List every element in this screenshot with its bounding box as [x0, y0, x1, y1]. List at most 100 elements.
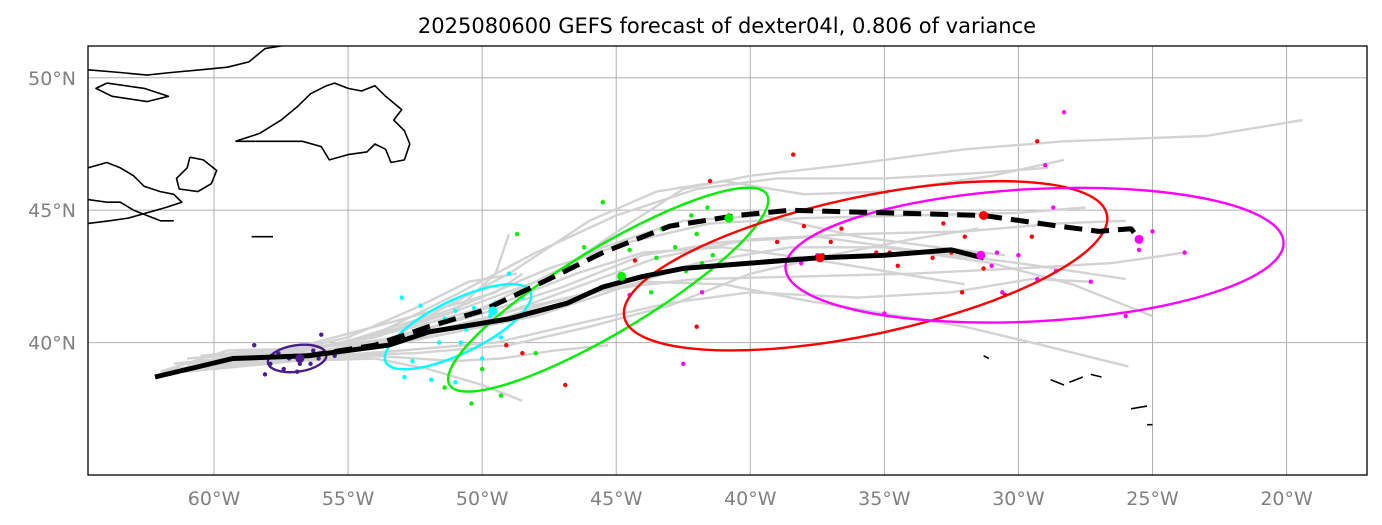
- coastline: [175, 156, 218, 193]
- stage5-center-marker: [1134, 234, 1144, 244]
- stage5-member-point: [1016, 253, 1021, 258]
- stage2-member-point: [402, 374, 407, 380]
- member-track: [213, 357, 523, 403]
- stage4-member-point: [801, 223, 807, 229]
- stage4-member-point: [930, 255, 935, 261]
- stage3-member-point: [514, 231, 520, 237]
- stage4-member-point: [707, 178, 713, 184]
- coastline: [235, 82, 411, 164]
- stage3-member-point: [479, 366, 485, 372]
- chart-title: 2025080600 GEFS forecast of dexter04l, 0…: [418, 14, 1036, 38]
- coastline: [983, 355, 990, 360]
- stage1-member-point: [308, 361, 313, 366]
- stage4-member-point: [828, 239, 833, 245]
- stage3-member-point: [498, 393, 504, 398]
- coastline: [88, 161, 183, 225]
- stage3-member-point: [627, 247, 632, 253]
- mean-track-solid: [154, 247, 985, 380]
- coastline: [88, 198, 174, 222]
- ensemble-member-positions: [252, 110, 1187, 406]
- stage4-member-point: [1029, 234, 1035, 239]
- stage3-center-marker: [617, 271, 627, 281]
- stage5-member-point: [1051, 205, 1056, 210]
- stage3-member-point: [654, 255, 659, 261]
- stage1-member-point: [311, 348, 316, 353]
- stage3-member-point: [710, 253, 715, 258]
- stage4-member-point: [563, 382, 568, 388]
- x-tick-label: 40°W: [724, 488, 777, 510]
- x-tick-label: 60°W: [188, 488, 241, 510]
- stage4-member-point: [959, 290, 965, 295]
- stage4-member-point: [981, 266, 986, 271]
- stage5-member-point: [1123, 313, 1128, 319]
- coastline: [95, 82, 170, 103]
- coastline: [1050, 378, 1065, 386]
- stage5-member-point: [1136, 247, 1142, 253]
- stage5-member-point: [1088, 279, 1094, 284]
- stage4-member-point: [839, 226, 844, 231]
- stage3-member-point: [533, 350, 538, 356]
- stage5-member-point: [1043, 162, 1048, 168]
- y-tick-label: 45°N: [28, 200, 76, 222]
- stage5-member-point: [699, 290, 705, 295]
- stage5-member-point: [989, 263, 994, 268]
- stage5-member-point: [681, 361, 686, 366]
- stage3-center-marker: [724, 213, 734, 223]
- stage5-member-point: [1061, 110, 1067, 115]
- x-tick-label: 55°W: [322, 488, 375, 510]
- x-tick-label: 30°W: [992, 488, 1045, 510]
- stage4-member-point: [1034, 139, 1040, 144]
- stage5-member-point: [1150, 229, 1155, 234]
- stage3-member-point: [689, 213, 694, 218]
- stage3-member-point: [648, 290, 654, 295]
- stage3-member-point: [469, 401, 474, 406]
- stage1-member-point: [319, 332, 324, 337]
- stage1-member-point: [262, 372, 268, 377]
- stage3-member-point: [581, 245, 587, 250]
- stage2-member-point: [429, 377, 434, 382]
- stage3-member-point: [673, 245, 678, 250]
- coastline: [1069, 376, 1084, 384]
- x-tick-label: 20°W: [1260, 488, 1313, 510]
- mean-track-dashed: [307, 207, 1142, 359]
- stage1-member-point: [252, 343, 257, 348]
- coastline: [1090, 373, 1102, 378]
- stage4-member-point: [790, 152, 796, 157]
- stage4-spread-ellipse: [622, 179, 1109, 352]
- stage4-member-point: [895, 263, 900, 268]
- x-tick-label: 35°W: [858, 488, 911, 510]
- stage4-member-point: [632, 258, 638, 263]
- stage1-member-point: [281, 366, 286, 372]
- stage4-member-point: [504, 343, 509, 348]
- stage5-center-marker: [976, 250, 986, 260]
- stage5-member-point: [1182, 250, 1187, 255]
- stage1-member-point: [316, 356, 321, 361]
- stage2-member-point: [410, 358, 415, 364]
- x-tick-label: 50°W: [456, 488, 509, 510]
- x-axis-ticks: 60°W 55°W 50°W 45°W 40°W 35°W 30°W 25°W 20°W: [188, 488, 1313, 510]
- stage2-member-point: [471, 305, 477, 311]
- stage2-member-point: [437, 340, 442, 345]
- stage2-member-point: [453, 380, 458, 385]
- y-tick-label: 40°N: [28, 333, 76, 355]
- stage4-member-point: [941, 221, 946, 226]
- gridlines: [88, 46, 1367, 475]
- stage4-center-marker: [815, 253, 825, 263]
- stage-markers: [295, 210, 1144, 363]
- stage3-member-point: [442, 385, 447, 390]
- stage3-member-point: [694, 231, 699, 237]
- stage4-member-point: [962, 234, 967, 239]
- x-tick-label: 25°W: [1126, 488, 1179, 510]
- stage2-member-point: [506, 271, 512, 276]
- stage2-member-point: [399, 295, 404, 300]
- stage5-member-point: [799, 260, 804, 266]
- stage3-member-point: [699, 260, 705, 266]
- spread-ellipses: [266, 179, 1285, 393]
- coastline: [88, 46, 282, 76]
- coastline: [1130, 405, 1148, 410]
- stage1-center-marker: [295, 353, 305, 363]
- mean-tracks: [154, 207, 1142, 380]
- stage2-member-point: [453, 308, 458, 314]
- stage2-member-point: [458, 340, 463, 345]
- map-frame: [87, 45, 1368, 476]
